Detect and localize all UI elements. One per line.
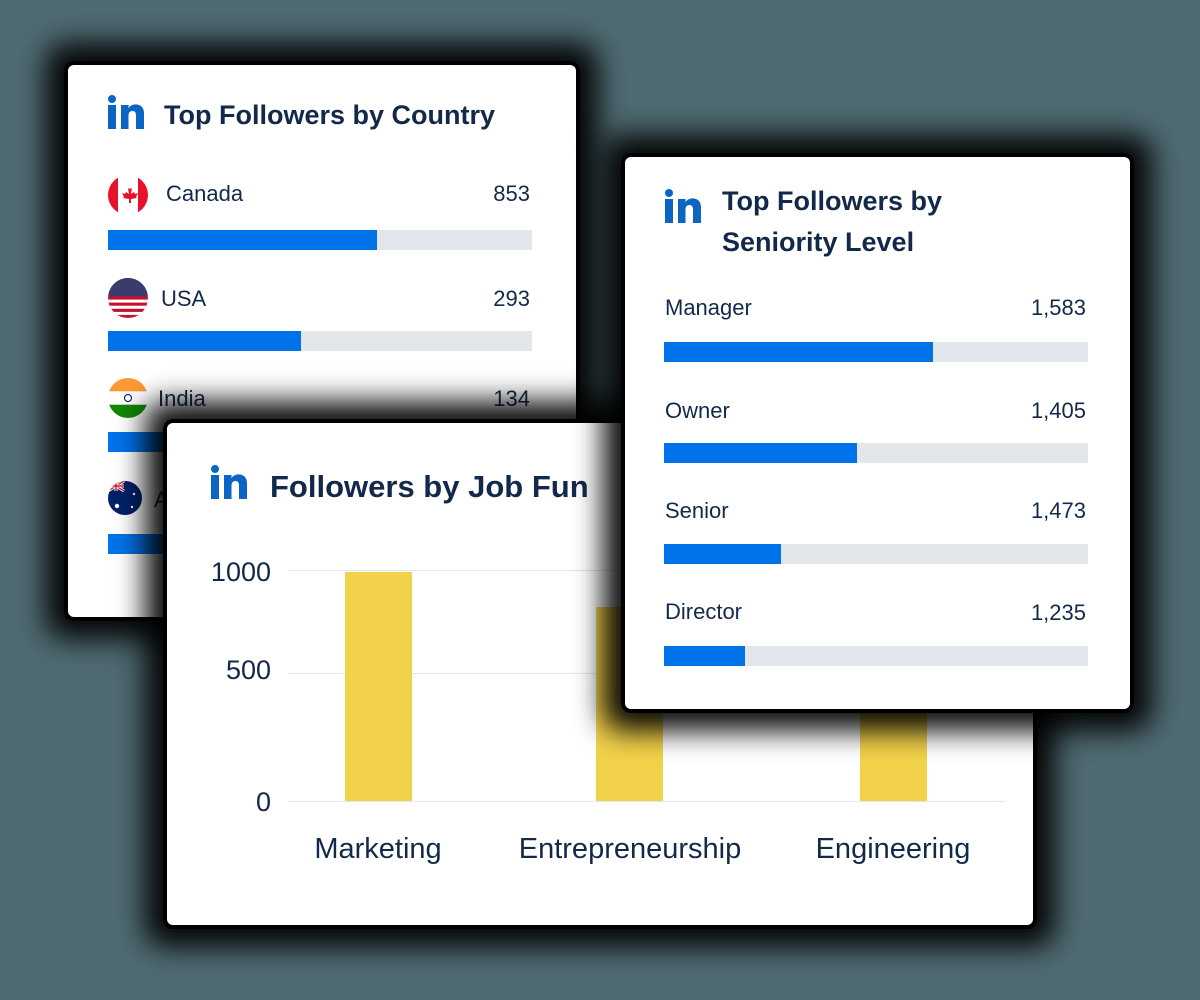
progress-fill xyxy=(108,432,168,452)
progress-bar xyxy=(664,342,1088,362)
x-axis-label: Engineering xyxy=(815,833,971,865)
seniority-label: Owner xyxy=(665,398,730,423)
country-label: USA xyxy=(161,286,207,311)
seniority-value: 1,583 xyxy=(1030,295,1086,320)
usa-flag-icon xyxy=(108,278,148,318)
progress-fill xyxy=(664,646,746,666)
country-card: Top Followers by Country Canada 853 USA … xyxy=(68,65,576,617)
progress-fill xyxy=(108,230,378,250)
y-axis-tick: 1000 xyxy=(210,557,271,587)
progress-fill xyxy=(108,331,301,351)
progress-fill xyxy=(664,342,934,362)
card-title-line: Seniority Level xyxy=(722,227,915,257)
australia-flag-icon xyxy=(108,481,142,515)
linkedin-icon xyxy=(108,95,144,129)
progress-bar xyxy=(664,443,1088,463)
progress-bar xyxy=(108,331,532,351)
card-title: Top Followers by Country xyxy=(164,100,496,130)
card-title: Followers by Job Fun xyxy=(270,469,589,504)
card-title-line: Top Followers by xyxy=(722,186,943,216)
progress-bar xyxy=(108,230,532,250)
progress-bar xyxy=(664,544,1088,564)
gridline xyxy=(288,801,1005,802)
progress-bar xyxy=(664,646,1088,666)
seniority-label: Director xyxy=(665,599,743,624)
progress-fill xyxy=(664,544,781,564)
country-value: 134 xyxy=(493,386,530,411)
y-axis-tick: 0 xyxy=(255,787,271,817)
progress-fill xyxy=(108,534,168,554)
card-title: Top Followers by Seniority Level xyxy=(722,181,942,263)
linkedin-icon xyxy=(665,189,701,223)
linkedin-icon xyxy=(211,465,247,499)
seniority-value: 1,235 xyxy=(1030,600,1086,625)
x-axis-label: Entrepreneurship xyxy=(518,833,742,865)
india-flag-icon xyxy=(108,378,148,418)
seniority-label: Manager xyxy=(665,295,752,320)
country-label: India xyxy=(158,386,206,411)
chart-bar-marketing[interactable] xyxy=(345,572,412,801)
country-value: 293 xyxy=(493,286,530,311)
country-label: Canada xyxy=(166,181,244,206)
country-label: A xyxy=(154,487,169,512)
seniority-label: Senior xyxy=(665,498,729,523)
seniority-value: 1,405 xyxy=(1030,398,1086,423)
y-axis-tick: 500 xyxy=(225,655,271,685)
seniority-value: 1,473 xyxy=(1030,498,1086,523)
chart-bar-engineering[interactable] xyxy=(860,709,927,801)
canada-flag-icon xyxy=(108,175,148,215)
x-axis-label: Marketing xyxy=(314,833,442,865)
progress-fill xyxy=(664,443,857,463)
country-value: 853 xyxy=(493,181,530,206)
seniority-card: Top Followers by Seniority Level Manager… xyxy=(625,157,1130,709)
